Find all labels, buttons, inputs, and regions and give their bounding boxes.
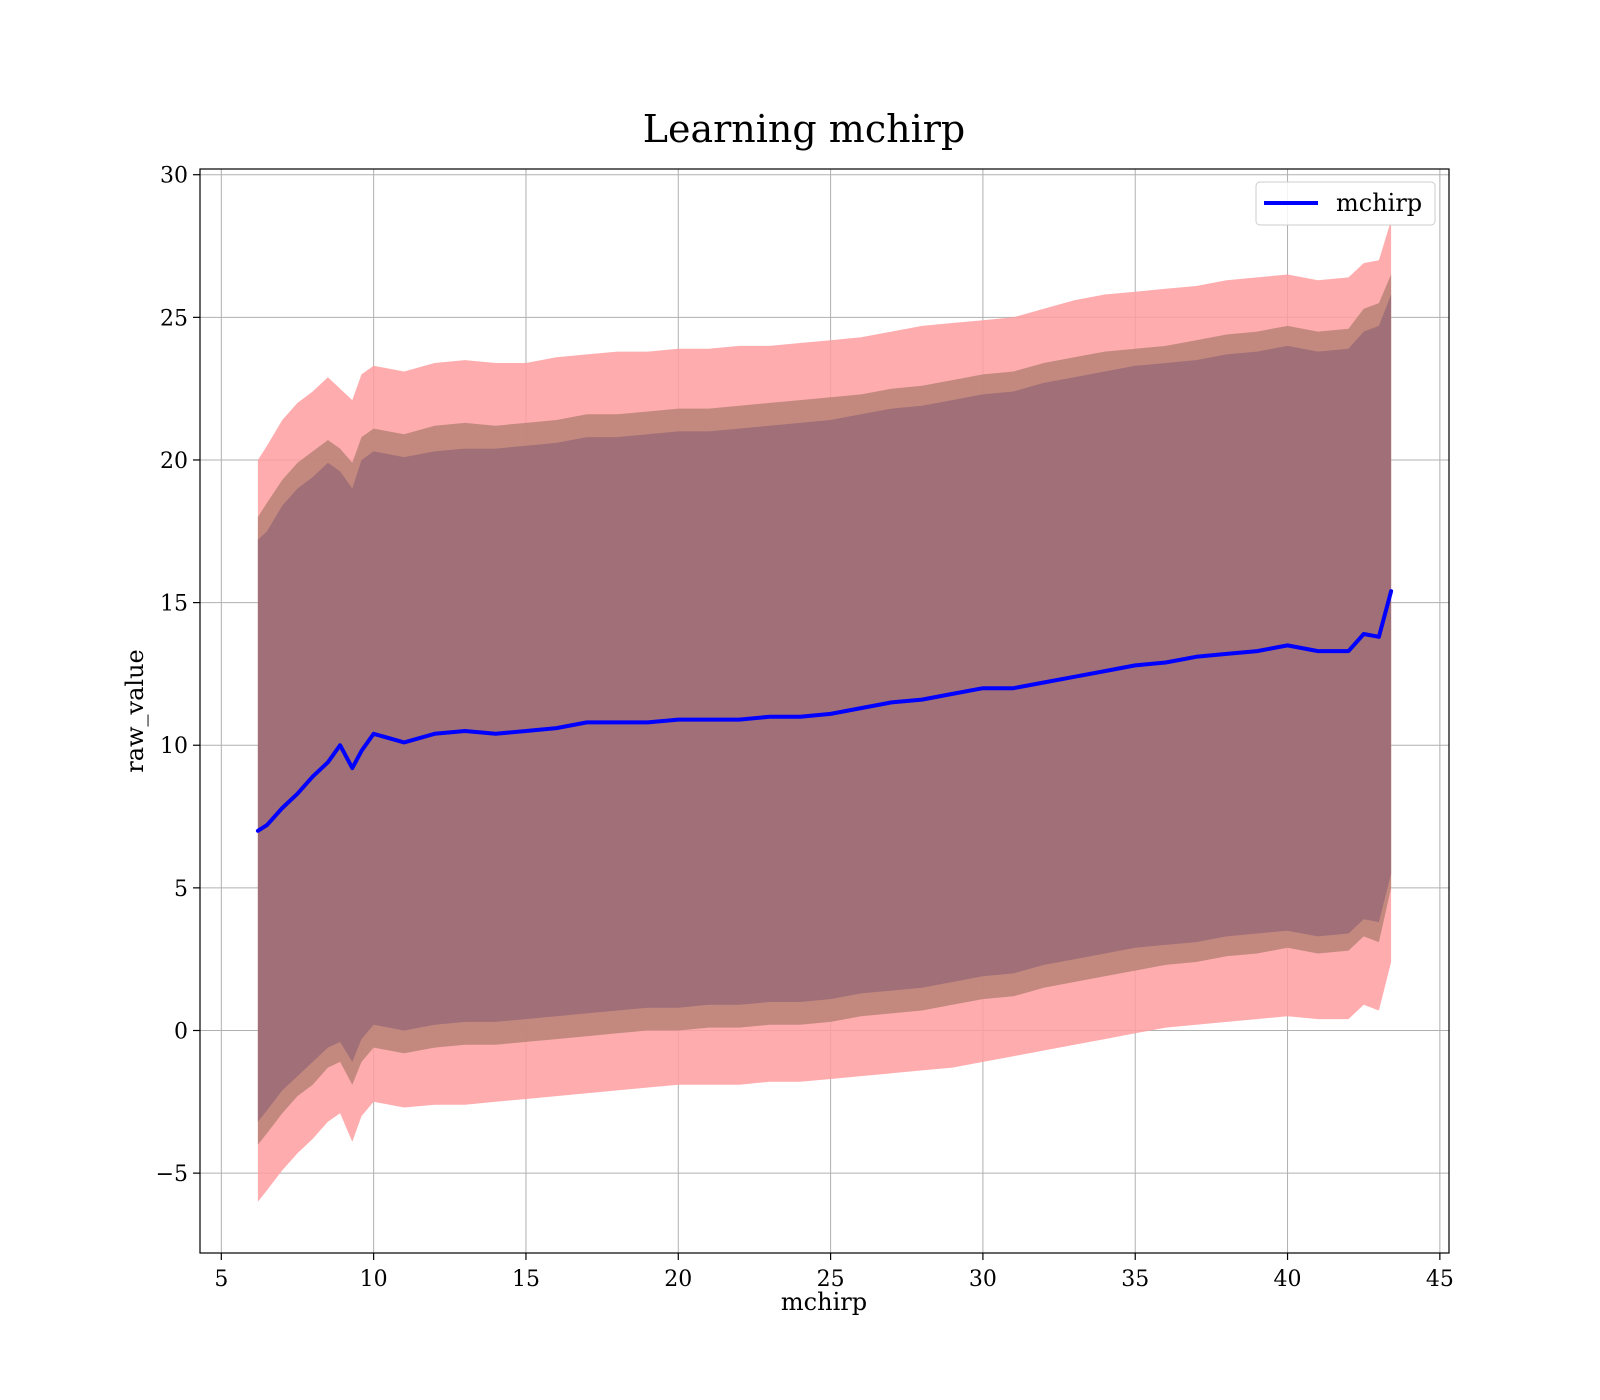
y-tick-label: −5 <box>156 1162 188 1187</box>
series-lines <box>255 589 1394 833</box>
x-tick-label: 10 <box>360 1267 388 1292</box>
y-tick-label: 20 <box>160 449 188 474</box>
legend-label: mchirp <box>1336 189 1422 217</box>
x-tick-label: 25 <box>817 1267 845 1292</box>
bands <box>257 220 1392 1202</box>
legend-box <box>1255 181 1436 226</box>
x-tick-label: 35 <box>1121 1267 1149 1292</box>
chart-title: Learning mchirp <box>643 107 965 151</box>
legend: mchirp <box>1255 181 1436 226</box>
y-tick-label: 5 <box>174 877 188 902</box>
y-tick-label: 25 <box>160 306 188 331</box>
plot-frame <box>199 168 1450 1254</box>
y-axis-label: raw_value <box>121 649 149 773</box>
y-tick-label: 15 <box>160 592 188 617</box>
band-inner <box>257 294 1392 1122</box>
x-tick-label: 5 <box>214 1267 228 1292</box>
y-tick-label: 30 <box>160 164 188 189</box>
series-line <box>255 589 1394 833</box>
x-tick-label: 40 <box>1274 1267 1302 1292</box>
x-tick-label: 45 <box>1426 1267 1454 1292</box>
y-tick-label: 10 <box>160 734 188 759</box>
x-tick-label: 20 <box>664 1267 692 1292</box>
x-tick-label: 15 <box>512 1267 540 1292</box>
y-tick-label: 0 <box>174 1019 188 1044</box>
ticks: 5 10 15 20 25 30 35 40 45 −5 0 5 10 15 20 25 30 <box>156 164 1454 1292</box>
x-tick-label: 30 <box>969 1267 997 1292</box>
x-axis-label: mchirp <box>781 1288 867 1316</box>
